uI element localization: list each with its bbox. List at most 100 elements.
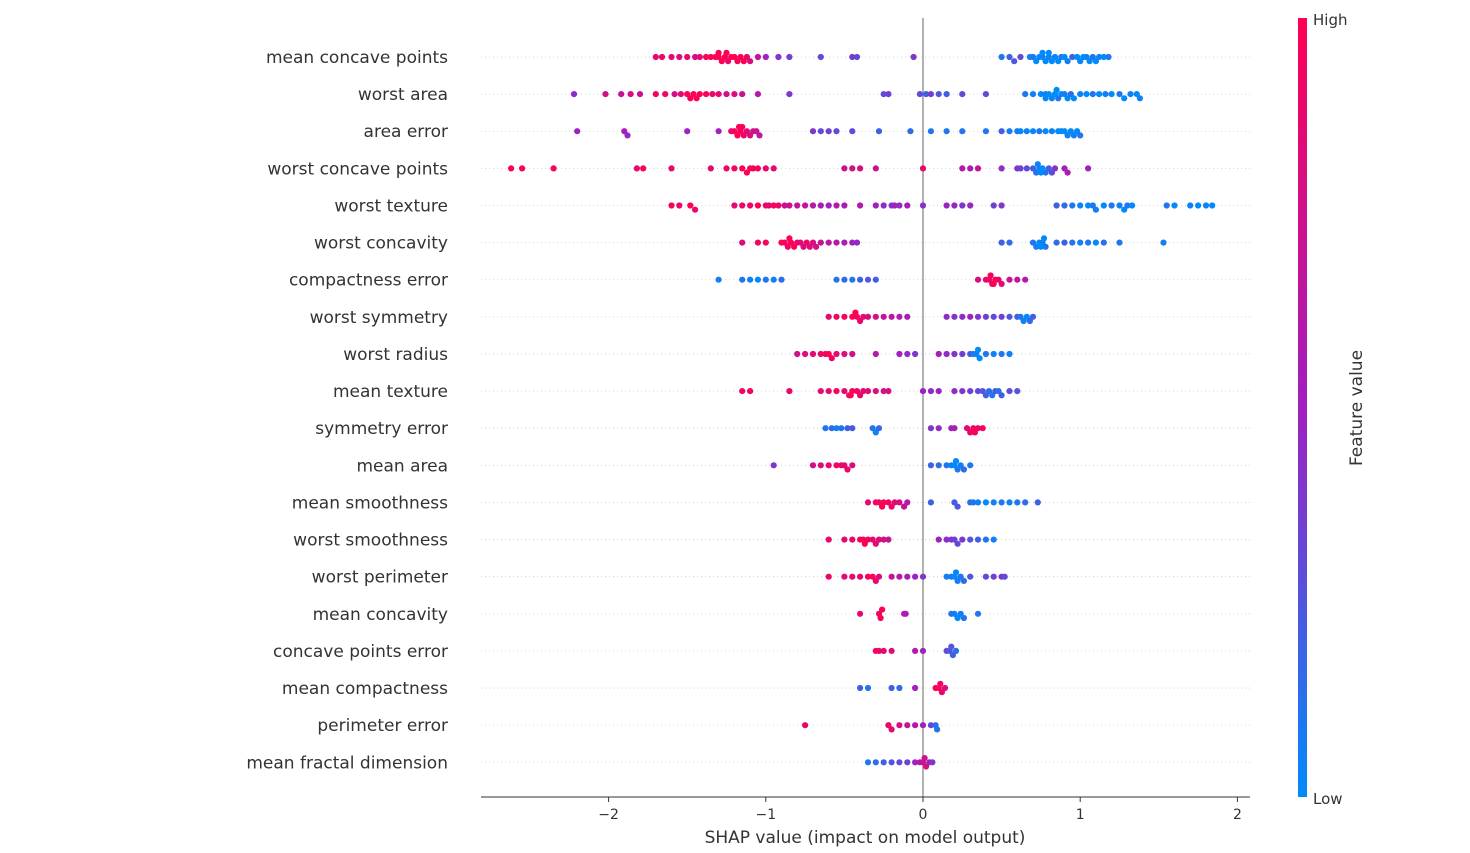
data-point <box>1006 499 1013 506</box>
data-point <box>1020 317 1027 325</box>
data-point <box>828 355 835 362</box>
data-point <box>861 540 868 547</box>
data-point <box>1086 58 1093 65</box>
feature-label: worst radius <box>343 345 448 365</box>
data-point <box>971 429 979 436</box>
data-point <box>671 91 678 98</box>
x-axis-title: SHAP value (impact on model output) <box>705 828 1026 848</box>
data-point <box>1102 91 1109 98</box>
data-point <box>1070 95 1077 102</box>
data-point <box>919 165 927 172</box>
data-point <box>872 202 879 209</box>
data-point <box>875 425 883 432</box>
data-point <box>849 425 856 432</box>
data-point <box>967 573 974 580</box>
data-point <box>817 388 824 395</box>
data-point <box>967 388 974 395</box>
data-point <box>707 165 714 172</box>
feature-label: perimeter error <box>317 716 448 736</box>
data-point <box>998 202 1005 209</box>
data-point <box>784 243 791 250</box>
data-point <box>817 462 824 469</box>
data-point <box>1077 239 1084 246</box>
data-point <box>872 429 879 436</box>
data-point <box>860 313 867 320</box>
data-point <box>1100 202 1107 209</box>
data-point <box>1092 239 1099 246</box>
data-point <box>857 684 864 692</box>
data-point <box>838 425 845 432</box>
data-point <box>1006 239 1013 246</box>
data-point <box>636 91 644 98</box>
data-point <box>912 722 919 729</box>
data-point <box>857 573 864 580</box>
data-point <box>888 726 895 733</box>
data-point <box>1108 202 1115 209</box>
data-point <box>770 462 777 469</box>
data-point <box>959 350 966 358</box>
data-point <box>982 573 990 580</box>
data-point <box>1034 161 1041 168</box>
data-point <box>1085 165 1092 172</box>
data-point <box>872 540 879 547</box>
data-point <box>896 313 903 320</box>
data-point <box>912 350 919 358</box>
data-point <box>1006 313 1013 320</box>
data-point <box>1048 128 1055 135</box>
x-tick-label: 2 <box>1233 807 1242 823</box>
data-point <box>998 280 1005 287</box>
data-point <box>885 536 892 543</box>
data-point <box>696 91 703 98</box>
feature-label: symmetry error <box>315 419 448 439</box>
x-tick-label: −2 <box>598 807 619 823</box>
data-point <box>570 91 578 98</box>
data-point <box>828 425 835 432</box>
data-point <box>1029 53 1037 61</box>
data-point <box>982 313 990 320</box>
data-point <box>1023 128 1030 135</box>
data-point <box>919 202 927 209</box>
data-point <box>960 614 968 622</box>
data-point <box>959 128 966 135</box>
data-point <box>684 128 691 135</box>
data-point <box>633 165 641 172</box>
data-point <box>998 350 1005 358</box>
data-point <box>904 350 911 358</box>
data-point <box>747 276 754 283</box>
data-point <box>872 388 879 395</box>
data-point <box>974 499 982 506</box>
data-point <box>998 499 1005 506</box>
data-point <box>960 577 968 585</box>
data-point <box>574 128 581 135</box>
data-point <box>775 202 782 209</box>
data-point <box>982 128 990 135</box>
data-point <box>967 462 974 469</box>
data-point <box>1053 239 1060 246</box>
data-point <box>1023 165 1030 172</box>
data-point <box>904 499 911 506</box>
data-point <box>959 202 966 209</box>
data-point <box>762 165 769 172</box>
data-point <box>754 53 762 61</box>
data-point <box>841 388 848 395</box>
data-point <box>802 722 809 729</box>
data-point <box>923 91 930 98</box>
data-point <box>902 610 909 617</box>
data-point <box>857 202 864 209</box>
data-point <box>974 165 982 172</box>
data-point <box>652 53 659 61</box>
data-point <box>880 202 887 209</box>
data-point <box>857 276 864 283</box>
data-point <box>800 243 807 250</box>
data-point <box>970 499 977 506</box>
data-point <box>1037 243 1044 250</box>
data-point <box>943 202 950 209</box>
data-point <box>676 202 683 209</box>
data-point <box>781 202 788 209</box>
x-axis: −2 −1 0 1 2 <box>481 796 1250 823</box>
data-point <box>762 239 769 246</box>
data-point <box>770 276 777 283</box>
data-point <box>825 313 832 320</box>
data-point <box>990 280 997 287</box>
